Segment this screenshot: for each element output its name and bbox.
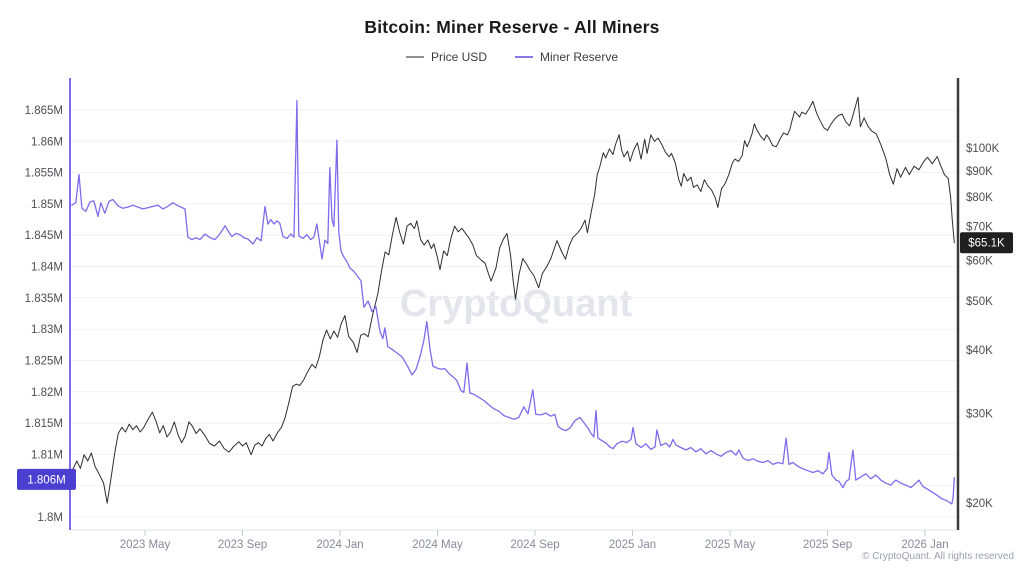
reserve-current-badge <box>17 468 76 490</box>
left-axis-tick-label: 1.835M <box>25 293 63 305</box>
legend-item-miner-reserve[interactable]: Miner Reserve <box>514 50 619 64</box>
legend-label-price-usd: Price USD <box>430 50 487 64</box>
right-axis-tick-label: $30K <box>966 409 993 421</box>
right-axis-tick-label: $50K <box>966 296 993 308</box>
x-axis-tick-label: 2026 Jan <box>901 539 948 551</box>
left-axis-tick-label: 1.84M <box>31 262 63 274</box>
left-axis-tick-label: 1.845M <box>25 230 63 242</box>
miner-reserve-swatch-icon <box>514 56 533 58</box>
left-axis-tick-label: 1.865M <box>25 105 63 117</box>
reserve-current-value: 1.806M <box>27 474 65 486</box>
legend-label-miner-reserve: Miner Reserve <box>539 50 619 64</box>
copyright-text: © CryptoQuant. All rights reserved <box>862 551 1014 562</box>
axes <box>69 78 960 536</box>
x-axis-tick-label: 2024 Jan <box>316 539 363 551</box>
x-axis-tick-label: 2024 Sep <box>510 539 559 551</box>
right-axis-tick-label: $60K <box>966 256 993 268</box>
left-axis-tick-label: 1.83M <box>31 324 63 336</box>
x-axis-tick-label: 2023 May <box>120 539 171 551</box>
chart-legend: Price USD Miner Reserve <box>0 50 1024 64</box>
left-axis-tick-label: 1.85M <box>31 199 63 211</box>
price-current-badge <box>960 232 1013 254</box>
right-axis-tick-label: $20K <box>966 498 993 510</box>
right-axis-tick-label: $90K <box>966 166 993 178</box>
x-axis-tick-label: 2025 May <box>705 539 756 551</box>
series-lines <box>71 96 955 505</box>
left-axis-tick-label: 1.81M <box>31 449 63 461</box>
page-title: Bitcoin: Miner Reserve - All Miners <box>364 17 660 37</box>
left-axis-tick-label: 1.815M <box>25 418 63 430</box>
plot-area[interactable] <box>70 80 958 530</box>
axis-labels: 1.865M 1.86M 1.855M 1.85M 1.845M 1.84M 1.835M 1… <box>25 105 1000 551</box>
price-usd-line[interactable] <box>71 96 955 504</box>
left-axis-tick-label: 1.8M <box>37 512 63 524</box>
miner-reserve-line[interactable] <box>71 99 955 505</box>
x-axis-tick-label: 2024 May <box>412 539 463 551</box>
x-axis-tick-label: 2023 Sep <box>218 539 267 551</box>
legend-item-price-usd[interactable]: Price USD <box>405 50 487 64</box>
price-line-swatch-icon <box>405 56 424 58</box>
right-axis-tick-label: $40K <box>966 345 993 357</box>
left-axis-tick-label: 1.86M <box>31 136 63 148</box>
right-axis-tick-label: $80K <box>966 192 993 204</box>
left-axis-tick-label: 1.825M <box>25 356 63 368</box>
x-axis-tick-label: 2025 Jan <box>609 539 656 551</box>
cryptoquant-watermark: CryptoQuant <box>400 283 633 325</box>
left-axis-tick-label: 1.855M <box>25 168 63 180</box>
price-current-value: $65.1K <box>968 238 1005 250</box>
left-axis-tick-label: 1.82M <box>31 387 63 399</box>
x-axis-tick-label: 2025 Sep <box>803 539 852 551</box>
right-axis-tick-label: $100K <box>966 143 1000 155</box>
right-axis-tick-label: $70K <box>966 222 993 234</box>
value-badges: 1.806M $65.1K <box>17 232 1013 490</box>
